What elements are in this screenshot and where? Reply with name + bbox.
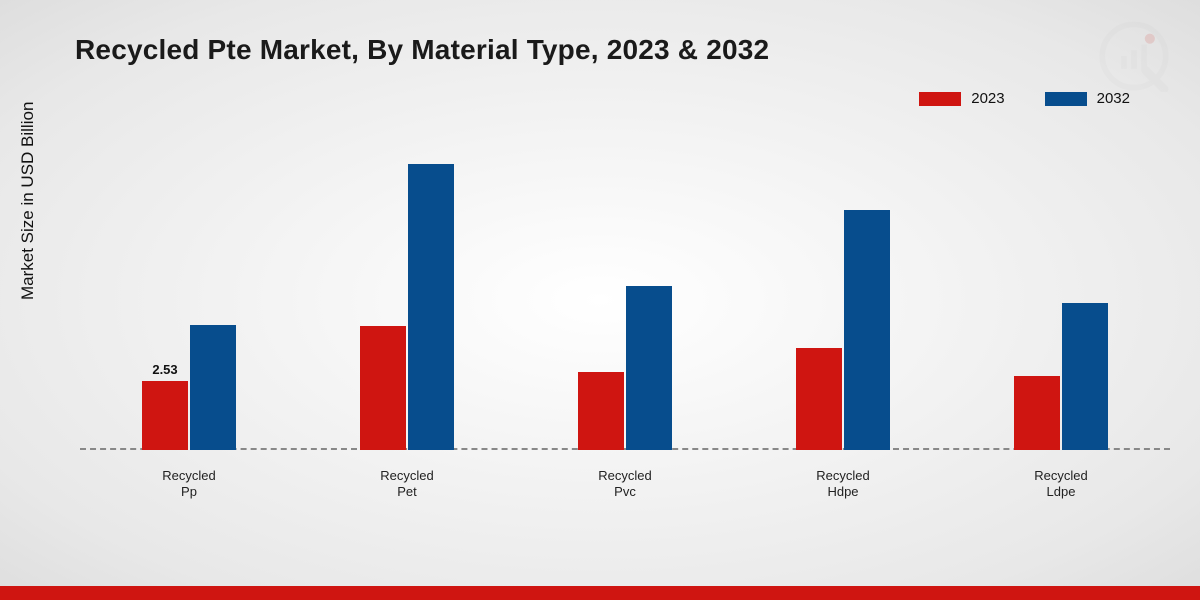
legend: 2023 2032 [919,90,1130,107]
bar-group-ldpe [1014,303,1108,450]
bar-value-label: 2.53 [142,362,188,377]
legend-item-2023: 2023 [919,90,1004,107]
legend-swatch-2023 [919,92,961,106]
bar-group-pvc [578,286,672,450]
bar-group-pp: 2.53 [142,325,236,450]
x-label-pp: RecycledPp [162,468,215,501]
chart-title: Recycled Pte Market, By Material Type, 2… [75,34,769,66]
x-label-hdpe: RecycledHdpe [816,468,869,501]
bar-group-hdpe [796,210,890,450]
watermark-logo-icon [1098,20,1170,92]
bar-2023-ldpe [1014,376,1060,450]
footer-accent-bar [0,586,1200,600]
chart-container: Recycled Pte Market, By Material Type, 2… [0,0,1200,600]
bar-2032-pvc [626,286,672,450]
x-axis-labels: RecycledPp RecycledPet RecycledPvc Recyc… [80,468,1170,501]
x-label-pvc: RecycledPvc [598,468,651,501]
x-label-pet: RecycledPet [380,468,433,501]
bar-2023-pvc [578,372,624,450]
bar-2032-hdpe [844,210,890,450]
bar-groups: 2.53 [80,150,1170,450]
plot-area: 2.53 RecycledPp RecycledPet Rec [80,150,1170,510]
bar-2032-pp [190,325,236,450]
bar-2023-pp [142,381,188,450]
legend-item-2032: 2032 [1045,90,1130,107]
legend-label-2032: 2032 [1097,90,1130,107]
legend-swatch-2032 [1045,92,1087,106]
bar-2032-pet [408,164,454,450]
x-label-ldpe: RecycledLdpe [1034,468,1087,501]
bar-2032-ldpe [1062,303,1108,450]
y-axis-label: Market Size in USD Billion [18,102,38,300]
bar-group-pet [360,164,454,450]
legend-label-2023: 2023 [971,90,1004,107]
bar-2023-hdpe [796,348,842,450]
bar-2023-pet [360,326,406,450]
